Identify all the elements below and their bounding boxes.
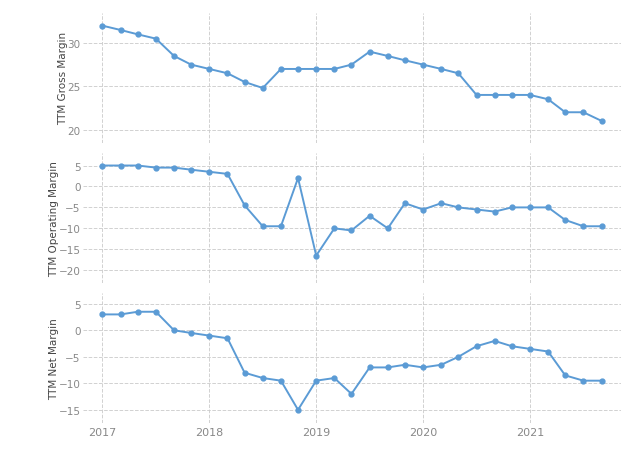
Y-axis label: TTM Gross Margin: TTM Gross Margin: [58, 32, 68, 125]
Y-axis label: TTM Net Margin: TTM Net Margin: [49, 318, 60, 399]
Y-axis label: TTM Operating Margin: TTM Operating Margin: [49, 161, 60, 276]
